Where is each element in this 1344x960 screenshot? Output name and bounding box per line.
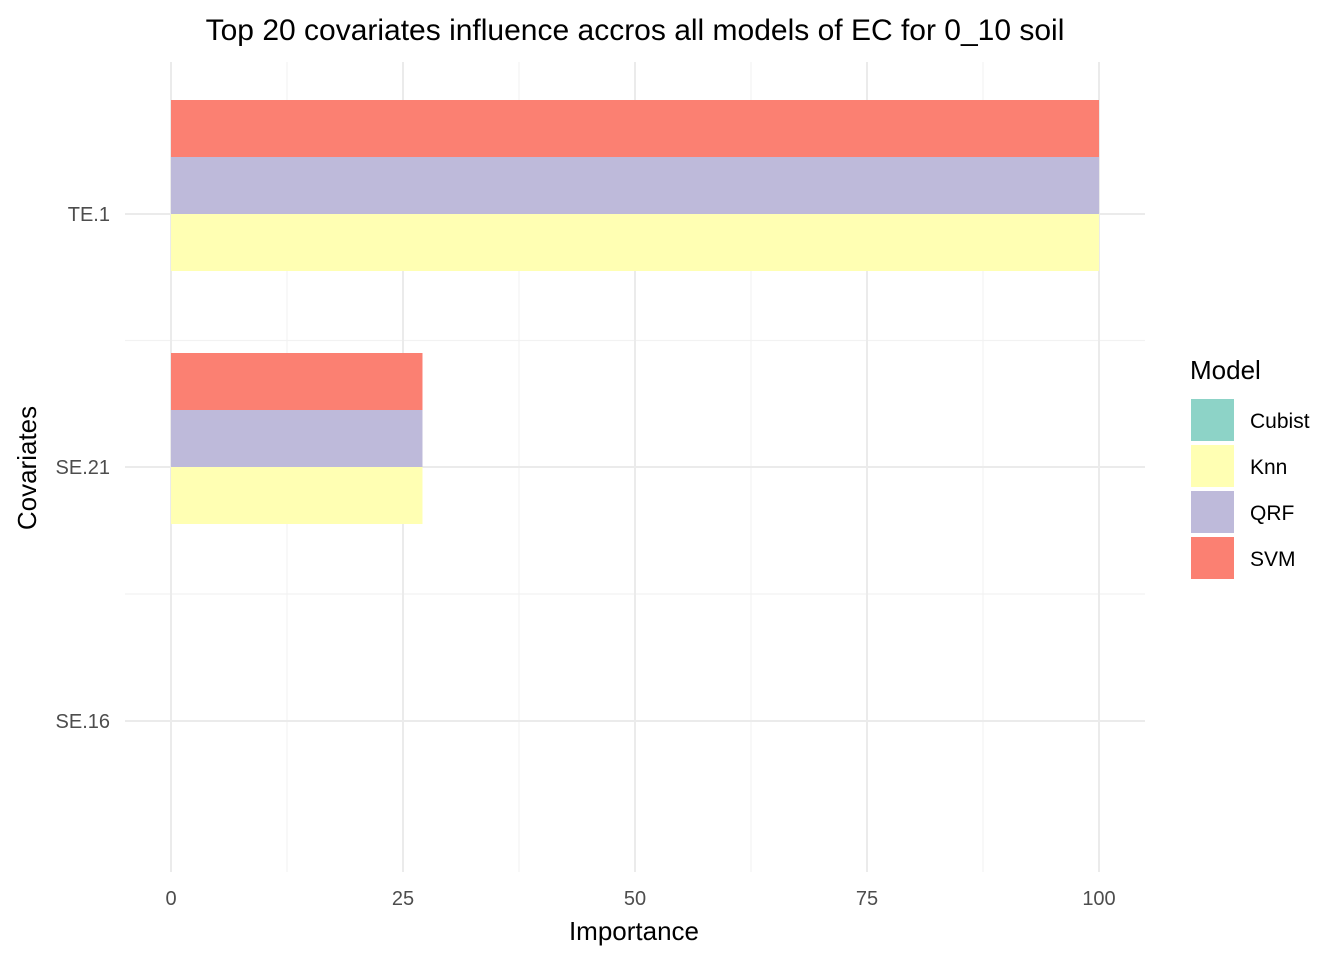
legend-title: Model (1190, 355, 1261, 385)
legend-label-knn: Knn (1250, 456, 1287, 479)
y-tick-label: SE.21 (56, 457, 110, 479)
bars (171, 100, 1099, 524)
y-tick-label: TE.1 (68, 204, 110, 226)
legend-swatch-cubist (1191, 399, 1234, 441)
legend-swatch-knn (1191, 445, 1234, 487)
y-tick-labels: TE.1 SE.21 SE.16 (56, 204, 110, 733)
x-tick-label: 25 (392, 888, 414, 910)
x-axis-title: Importance (569, 916, 699, 946)
bar-svm-se-21 (171, 353, 423, 410)
chart-title: Top 20 covariates influence accros all m… (206, 14, 1065, 47)
x-tick-label: 0 (165, 888, 176, 910)
legend-swatch-qrf (1191, 491, 1234, 533)
x-tick-labels: 0 25 50 75 100 (165, 888, 1115, 910)
legend-label-cubist: Cubist (1250, 410, 1310, 433)
legend-label-qrf: QRF (1250, 502, 1294, 525)
bar-qrf-te-1 (171, 157, 1099, 214)
bar-svm-te-1 (171, 100, 1099, 157)
y-axis-title: Covariates (12, 406, 42, 530)
legend-swatch-svm (1191, 537, 1234, 579)
legend-items: Cubist Knn QRF SVM (1191, 399, 1310, 579)
x-tick-label: 75 (856, 888, 878, 910)
y-tick-label: SE.16 (56, 711, 110, 733)
x-tick-label: 50 (624, 888, 646, 910)
x-tick-label: 100 (1082, 888, 1115, 910)
bar-knn-se-21 (171, 467, 423, 524)
legend-label-svm: SVM (1250, 548, 1296, 571)
bar-knn-te-1 (171, 214, 1099, 271)
legend: Model Cubist Knn QRF SVM (1190, 355, 1310, 579)
bar-qrf-se-21 (171, 410, 423, 467)
